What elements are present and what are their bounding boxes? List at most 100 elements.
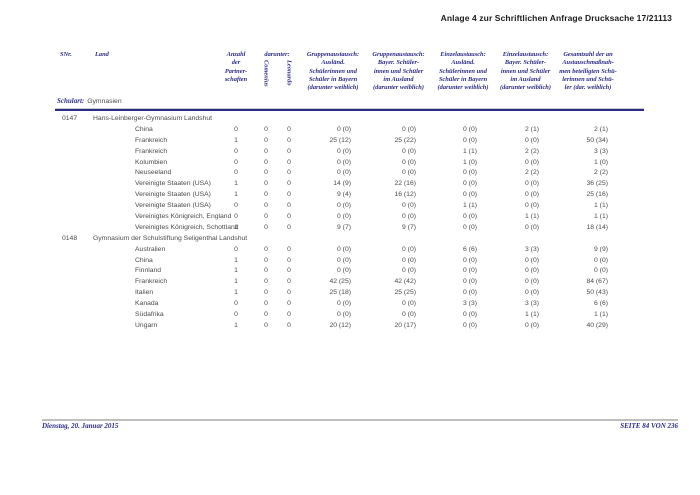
gruppenaustausch-bayer-value: 0 (0) — [402, 169, 416, 177]
gruppenaustausch-bayer-value: 25 (25) — [394, 289, 416, 297]
leonardo-value: 0 — [287, 147, 291, 155]
gruppenaustausch-auslaend-value: 0 (0) — [337, 212, 351, 220]
einzelaustausch-auslaend-value: 0 (0) — [463, 212, 477, 220]
schulart-label: Schulart: — [57, 96, 85, 105]
darunter-label: darunter: — [264, 51, 290, 58]
einzelaustausch-bayer-value: 0 (0) — [525, 223, 539, 231]
gesamtzahl-value: 84 (67) — [586, 278, 608, 286]
leonardo-value: 0 — [287, 245, 291, 253]
comenius-value: 0 — [264, 278, 268, 286]
anzahl-partnerschaften-value: 0 — [234, 125, 238, 133]
table-body: 0147 Hans-Leinberger-Gymnasium Landshut Ch… — [55, 111, 644, 331]
gruppenaustausch-auslaend-value: 42 (25) — [329, 278, 351, 286]
gruppenaustausch-bayer-value: 25 (22) — [394, 136, 416, 144]
gruppenaustausch-auslaend-value: 0 (0) — [337, 202, 351, 210]
leonardo-value: 0 — [287, 158, 291, 166]
gruppenaustausch-bayer-value: 0 (0) — [402, 202, 416, 210]
country-name: Kolumbien — [135, 158, 168, 166]
anzahl-partnerschaften-value: 0 — [234, 212, 238, 220]
gruppenaustausch-bayer-value: 0 (0) — [402, 267, 416, 275]
exchange-table: SNr. Land Anzahl der Partner-schaften daru… — [55, 50, 644, 331]
gesamtzahl-value: 50 (34) — [586, 136, 608, 144]
leonardo-value: 0 — [287, 278, 291, 286]
leonardo-value: 0 — [287, 191, 291, 199]
gruppenaustausch-bayer-value: 0 (0) — [402, 256, 416, 264]
gesamtzahl-value: 0 (0) — [594, 267, 608, 275]
leonardo-value: 0 — [287, 267, 291, 275]
comenius-value: 0 — [264, 256, 268, 264]
gruppenaustausch-bayer-value: 0 (0) — [402, 245, 416, 253]
col-header-darunter: darunter: Comenius Leonardo — [254, 50, 300, 108]
country-row: Südafrika 0 0 0 0 (0) 0 (0) 0 (0) 1 (1) 1 (1) — [55, 309, 644, 320]
country-name: Kanada — [135, 300, 159, 308]
anzahl-partnerschaften-value: 1 — [234, 267, 238, 275]
col-header-gruppenaustausch-bayer: Gruppenaustausch: Bayer. Schüler-innen un… — [372, 51, 425, 92]
leonardo-value: 0 — [287, 300, 291, 308]
einzelaustausch-bayer-value: 0 (0) — [525, 158, 539, 166]
gruppenaustausch-auslaend-value: 0 (0) — [337, 245, 351, 253]
anzahl-partnerschaften-value: 1 — [234, 278, 238, 286]
country-name: Frankreich — [135, 136, 168, 144]
country-row: Italien 1 0 0 25 (18) 25 (25) 0 (0) 0 (0) 50 (43… — [55, 287, 644, 298]
gruppenaustausch-auslaend-value: 0 (0) — [337, 256, 351, 264]
einzelaustausch-bayer-value: 1 (1) — [525, 212, 539, 220]
gruppenaustausch-auslaend-value: 0 (0) — [337, 300, 351, 308]
gruppenaustausch-auslaend-value: 0 (0) — [337, 267, 351, 275]
country-name: Frankreich — [135, 147, 168, 155]
gruppenaustausch-bayer-value: 0 (0) — [402, 147, 416, 155]
einzelaustausch-bayer-value: 0 (0) — [525, 191, 539, 199]
gruppenaustausch-bayer-value: 0 (0) — [402, 300, 416, 308]
comenius-value: 0 — [264, 125, 268, 133]
country-name: China — [135, 125, 153, 133]
anzahl-partnerschaften-value: 1 — [234, 256, 238, 264]
country-row: Vereinigtes Königreich, England 0 0 0 0 (0) 0… — [55, 211, 644, 222]
gruppenaustausch-bayer-value: 16 (12) — [394, 191, 416, 199]
comenius-value: 0 — [264, 245, 268, 253]
einzelaustausch-auslaend-value: 1 (1) — [463, 202, 477, 210]
school-number: 0147 — [62, 114, 78, 122]
einzelaustausch-bayer-value: 0 (0) — [525, 278, 539, 286]
gruppenaustausch-auslaend-value: 0 (0) — [337, 310, 351, 318]
country-row: Vereinigtes Königreich, Schottland 1 0 0 9 (… — [55, 222, 644, 233]
einzelaustausch-bayer-value: 2 (2) — [525, 147, 539, 155]
anzahl-partnerschaften-value: 0 — [234, 169, 238, 177]
einzelaustausch-bayer-value: 0 (0) — [525, 289, 539, 297]
col-header-land: Land — [95, 51, 109, 58]
anzahl-partnerschaften-value: 0 — [234, 245, 238, 253]
country-name: Vereinigtes Königreich, Schottland — [135, 223, 239, 231]
comenius-value: 0 — [264, 191, 268, 199]
einzelaustausch-auslaend-value: 0 (0) — [463, 223, 477, 231]
country-name: Neuseeland — [135, 169, 172, 177]
document-title: Anlage 4 zur Schriftlichen Anfrage Druck… — [440, 13, 672, 23]
country-row: Neuseeland 0 0 0 0 (0) 0 (0) 0 (0) 2 (2) 2 (2) — [55, 167, 644, 178]
gruppenaustausch-bayer-value: 9 (7) — [402, 223, 416, 231]
einzelaustausch-auslaend-value: 3 (3) — [463, 300, 477, 308]
table-header: SNr. Land Anzahl der Partner-schaften daru… — [55, 50, 644, 108]
comenius-value: 0 — [264, 289, 268, 297]
comenius-value: 0 — [264, 180, 268, 188]
header-rule-navy — [55, 109, 644, 111]
anzahl-partnerschaften-value: 0 — [234, 300, 238, 308]
country-name: China — [135, 256, 153, 264]
gesamtzahl-value: 1 (1) — [594, 202, 608, 210]
leonardo-value: 0 — [287, 289, 291, 297]
einzelaustausch-auslaend-value: 0 (0) — [463, 169, 477, 177]
einzelaustausch-bayer-value: 2 (2) — [525, 169, 539, 177]
anzahl-partnerschaften-value: 0 — [234, 202, 238, 210]
country-row: Vereinigte Staaten (USA) 1 0 0 14 (9) 22 (16)… — [55, 178, 644, 189]
school-name: Gymnasium der Schulstiftung Seligenthal … — [93, 234, 248, 242]
leonardo-value: 0 — [287, 212, 291, 220]
school-name: Hans-Leinberger-Gymnasium Landshut — [93, 114, 213, 122]
country-row: Frankreich 1 0 0 25 (12) 25 (22) 0 (0) 0 (0) 50 … — [55, 135, 644, 146]
einzelaustausch-bayer-value: 0 (0) — [525, 136, 539, 144]
gruppenaustausch-bayer-value: 0 (0) — [402, 158, 416, 166]
gesamtzahl-value: 6 (6) — [594, 300, 608, 308]
school-group-row: 0147 Hans-Leinberger-Gymnasium Landshut — [55, 113, 644, 124]
leonardo-value: 0 — [287, 223, 291, 231]
einzelaustausch-bayer-value: 0 (0) — [525, 267, 539, 275]
einzelaustausch-auslaend-value: 0 (0) — [463, 180, 477, 188]
comenius-value: 0 — [264, 267, 268, 275]
school-group-row: 0148 Gymnasium der Schulstiftung Seligent… — [55, 233, 644, 244]
col-header-anzahl-partnerschaften: Anzahl der Partner-schaften — [224, 51, 248, 83]
school-number: 0148 — [62, 234, 78, 242]
